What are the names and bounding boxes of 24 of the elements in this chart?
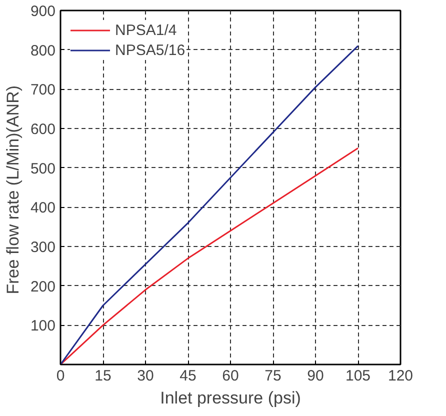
x-tick-label: 60	[222, 368, 239, 384]
y-tick-label: 200	[30, 278, 56, 296]
x-tick-label: 15	[94, 368, 112, 384]
y-axis-title: Free flow rate (L/Min)(ANR)	[3, 85, 22, 294]
x-tick-label: 120	[388, 368, 414, 384]
line-series	[60, 45, 359, 364]
x-tick-label: 105	[345, 368, 371, 384]
x-tick-label: 45	[180, 368, 196, 384]
legend-label: NPSA5/16	[115, 42, 186, 58]
y-tick-label: 900	[30, 3, 56, 20]
y-tick-label: 400	[30, 200, 56, 217]
x-tick-label: 30	[137, 368, 154, 384]
y-tick-label: 300	[30, 239, 56, 256]
x-axis-title: Inlet pressure (psi)	[160, 388, 301, 408]
x-tick-label: 90	[307, 368, 324, 384]
y-tick-label: 500	[30, 160, 56, 178]
x-tick-label: 0	[56, 368, 65, 384]
y-tick-label: 700	[30, 82, 56, 99]
line-series	[60, 147, 359, 364]
legend-label: NPSA1/4	[115, 22, 177, 38]
y-tick-label: 800	[30, 42, 56, 60]
y-tick-label: 600	[30, 121, 56, 138]
x-tick-label: 75	[264, 368, 282, 384]
y-tick-label: 100	[30, 318, 56, 335]
